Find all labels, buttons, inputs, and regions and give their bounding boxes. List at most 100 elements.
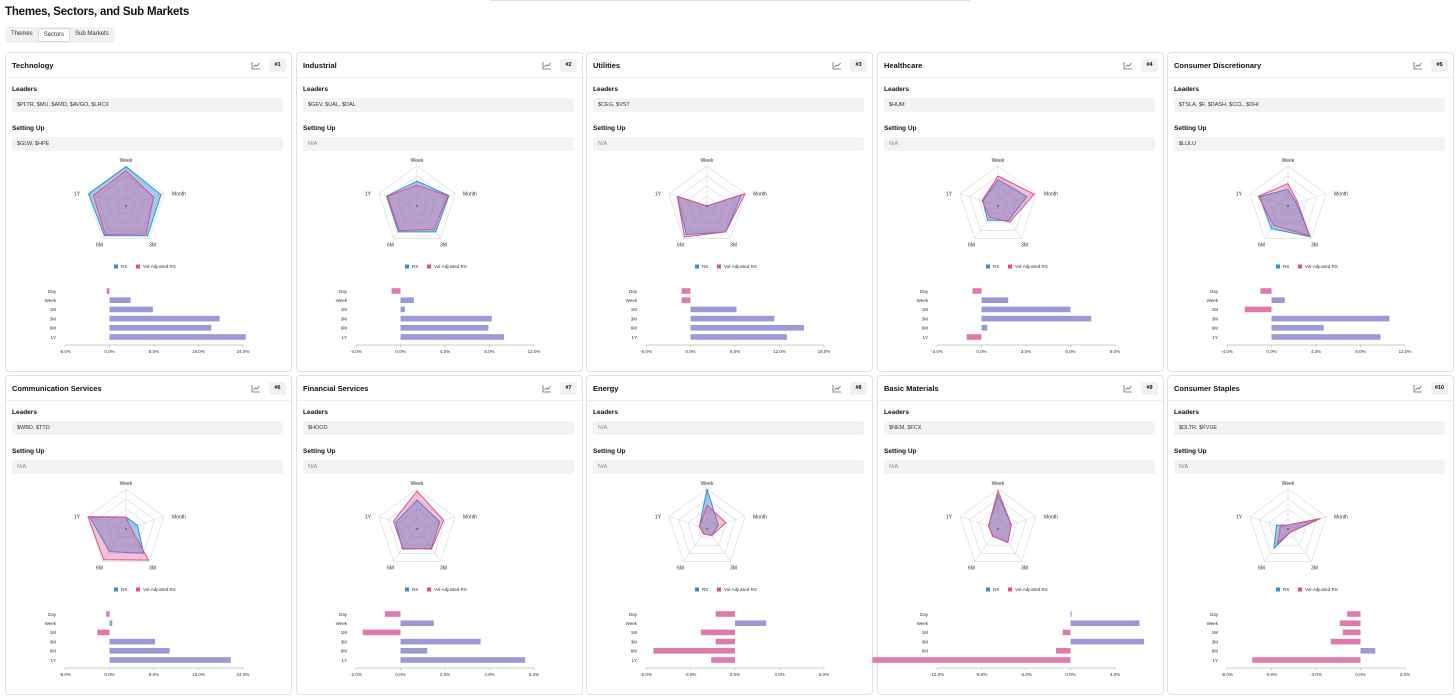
leaders-label: Leaders (884, 409, 909, 416)
legend-label: Vol-Adjusted RS (1305, 587, 1338, 592)
setting-up-value: $GLW, $HPE (12, 137, 283, 151)
bar-category-label: 6M (50, 649, 57, 654)
bar-category-label: 1Y (50, 658, 56, 663)
radar-grid-ring (1249, 165, 1327, 239)
bar-category-label: 1M (50, 307, 57, 312)
line-chart-icon[interactable] (542, 384, 552, 393)
radar-spoke (416, 205, 441, 239)
sector-title: Energy (593, 384, 619, 393)
radar-grid-ring (106, 508, 146, 546)
rank-badge: #4 (1141, 59, 1158, 72)
tab-themes[interactable]: Themes (11, 31, 33, 37)
bar-3m (400, 315, 492, 322)
bar-6m (690, 325, 804, 331)
bar-category-label: 1M (922, 307, 929, 312)
line-chart-icon[interactable] (1123, 61, 1133, 70)
bar-category-label: Week (45, 621, 57, 626)
radar-series-vol-adjusted-rs (981, 175, 1035, 223)
legend-swatch (136, 264, 140, 269)
line-chart-icon[interactable] (542, 61, 552, 70)
bar-1m (700, 629, 735, 636)
line-chart-icon[interactable] (832, 61, 842, 70)
bar-tick-label: -12.0% (930, 672, 944, 677)
setting-up-label: Setting Up (12, 125, 45, 132)
legend-label: RS (1283, 264, 1289, 269)
bar-tick-label: 8.0% (1355, 349, 1365, 354)
legend-label: Vol-Adjusted RS (434, 264, 467, 269)
radar-label-1y: 1Y (365, 515, 372, 521)
line-chart-icon[interactable] (1413, 61, 1423, 70)
line-chart-icon[interactable] (1123, 384, 1133, 393)
bar-1m (981, 306, 1071, 313)
radar-label-3m: 3M (440, 242, 447, 248)
card-header: Industrial #2 (297, 53, 582, 78)
setting-up-value: N/A (303, 137, 574, 151)
line-chart-icon[interactable] (1413, 384, 1423, 393)
bar-tick-label: 0.0% (976, 349, 986, 354)
radar-label-6m: 6M (1258, 242, 1265, 248)
sector-title: Consumer Discretionary (1174, 61, 1262, 70)
tab-sub-markets[interactable]: Sub Markets (75, 31, 109, 37)
legend-swatch (1276, 264, 1280, 269)
bar-tick-label: 6.0% (1065, 349, 1075, 354)
leaders-label: Leaders (593, 86, 618, 93)
sector-title: Basic Materials (884, 384, 939, 393)
line-chart-icon[interactable] (251, 384, 261, 393)
bar-tick-label: 16.0% (192, 349, 205, 354)
radar-label-week: Week (992, 158, 1005, 164)
radar-grid-ring (87, 165, 165, 239)
legend-swatch (427, 587, 431, 592)
bar-category-label: 1M (341, 630, 348, 635)
sector-title: Consumer Staples (1174, 384, 1240, 393)
bar-category-label: 6M (631, 326, 638, 331)
radar-spoke (1264, 205, 1289, 239)
bar-1y (690, 334, 787, 340)
bar-tick-label: 6.0% (529, 672, 539, 677)
radar-grid-ring (988, 195, 1008, 215)
legend-label: Vol-Adjusted RS (143, 264, 176, 269)
bar-tick-label: -3.0% (931, 349, 943, 354)
radar-label-month: Month (1334, 515, 1348, 521)
radar-grid-ring (397, 508, 437, 546)
bar-tick-label: 0.0% (730, 672, 740, 677)
bar-tick-label: 4.0% (1110, 672, 1120, 677)
setting-up-value: N/A (884, 137, 1155, 151)
bar-tick-label: 12.0% (528, 349, 541, 354)
bar-category-label: 3M (341, 639, 348, 644)
bar-category-label: 1Y (341, 658, 347, 663)
legend-swatch (695, 264, 699, 269)
sector-card: Basic Materials #9 Leaders $NEM, $FCX Settin… (872, 375, 1164, 695)
card-header: Consumer Staples #10 (1168, 376, 1453, 401)
tab-sectors[interactable]: Sectors (37, 28, 71, 42)
bar-3m (109, 315, 220, 322)
legend-label: Vol-Adjusted RS (1015, 264, 1048, 269)
radar-center (1287, 528, 1289, 530)
bar-category-label: 3M (922, 316, 929, 321)
bar-tick-label: 24.0% (237, 672, 250, 677)
radar-label-6m: 6M (96, 242, 103, 248)
card-header: Communication Services #6 (6, 376, 291, 401)
radar-label-6m: 6M (677, 242, 684, 248)
radar-label-week: Week (1282, 158, 1295, 164)
radar-center (706, 205, 708, 207)
radar-label-month: Month (1334, 192, 1348, 198)
legend-swatch (1008, 587, 1012, 592)
radar-spoke (1287, 205, 1312, 239)
rank-badge: #6 (269, 382, 286, 395)
leaders-value: $NEM, $FCX (884, 421, 1155, 435)
bar-tick-label: 0.0% (104, 672, 114, 677)
radar-label-week: Week (411, 481, 424, 487)
radar-grid-ring (116, 518, 136, 538)
radar-grid-ring (697, 518, 717, 538)
bar-category-label: Day (339, 612, 348, 617)
line-chart-icon[interactable] (832, 384, 842, 393)
legend-label: RS (412, 264, 418, 269)
radar-grid-ring (959, 165, 1037, 239)
bar-category-label: Day (1210, 612, 1219, 617)
bar-week (1271, 297, 1285, 303)
radar-label-6m: 6M (387, 565, 394, 571)
line-chart-icon[interactable] (251, 61, 261, 70)
bar-category-label: Day (1210, 289, 1219, 294)
bar-tick-label: 18.0% (818, 349, 831, 354)
radar-series-vol-adjusted-rs (386, 184, 449, 232)
